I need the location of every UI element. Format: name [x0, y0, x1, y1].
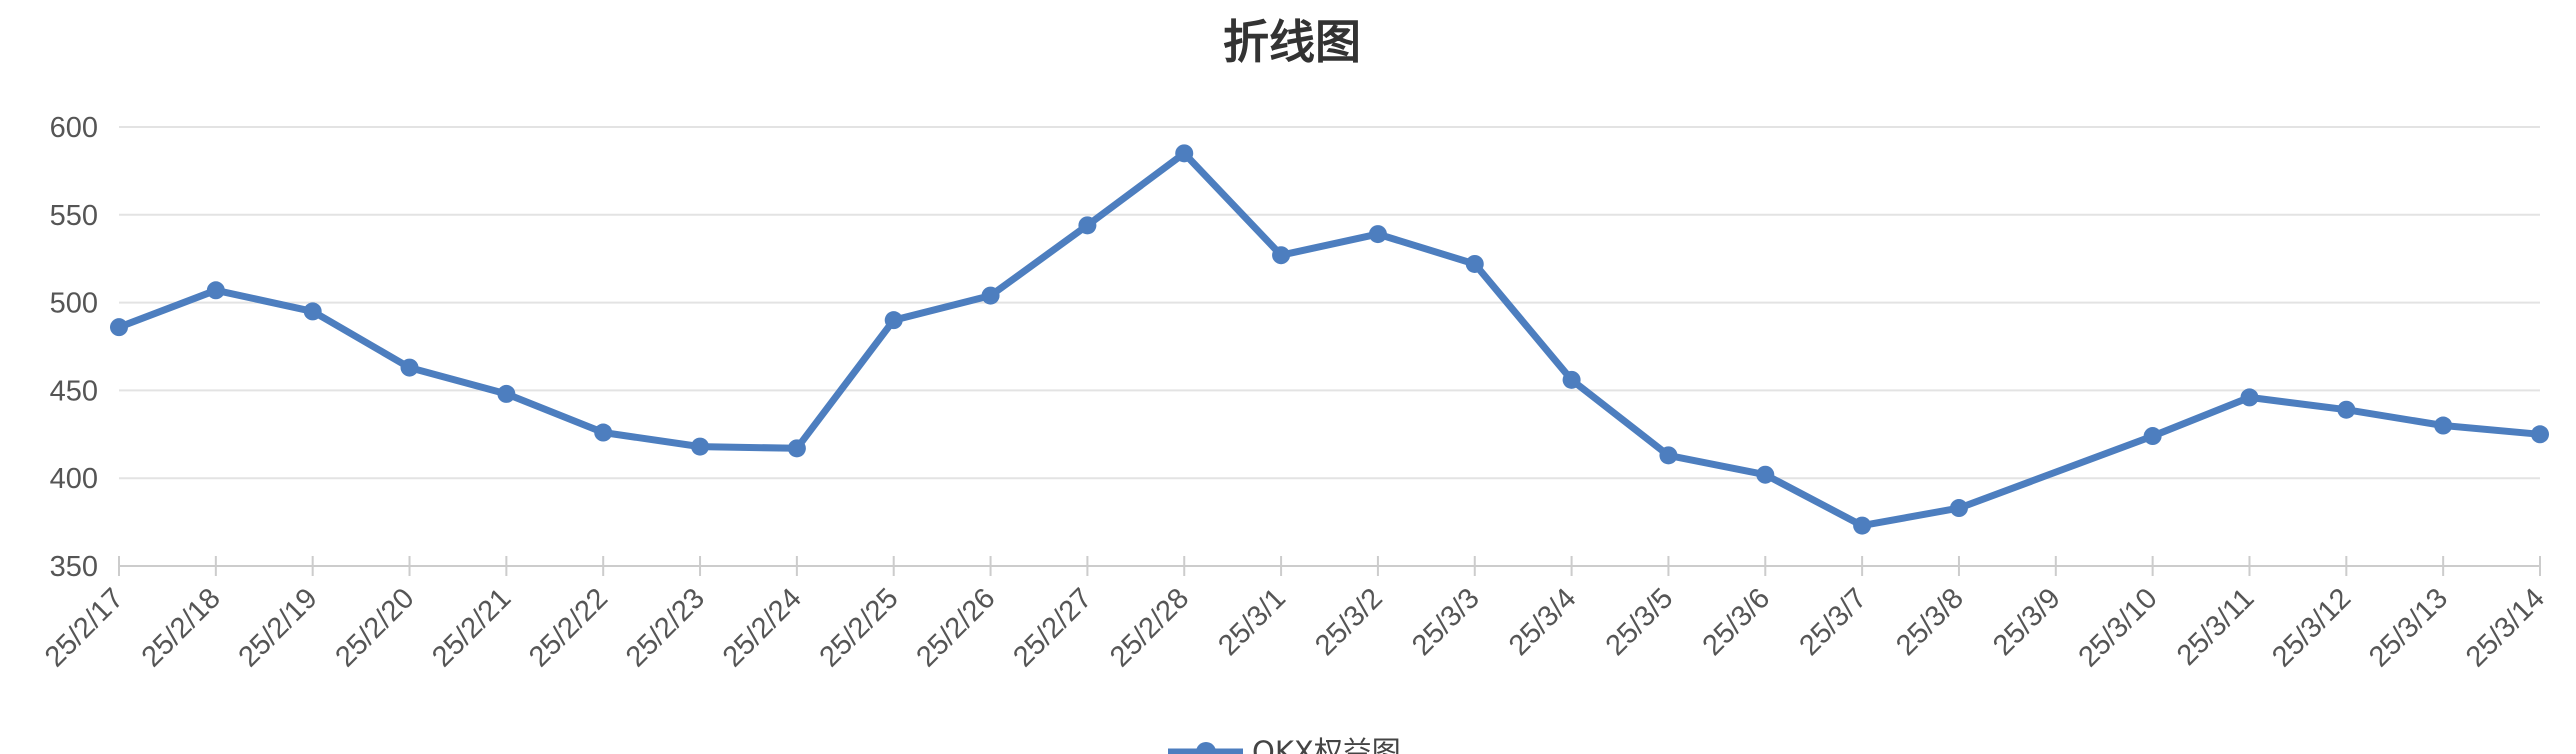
y-tick-label: 600: [50, 112, 98, 144]
x-tick-label: 25/3/8: [1890, 582, 1970, 662]
x-tick-label: 25/2/18: [136, 582, 227, 673]
x-tick-label: 25/3/5: [1600, 582, 1680, 662]
data-point[interactable]: [303, 302, 322, 321]
x-tick-label: 25/3/3: [1406, 582, 1486, 662]
x-tick-label: 25/2/23: [620, 582, 711, 673]
x-tick-label: 25/3/1: [1212, 582, 1292, 662]
data-point[interactable]: [981, 286, 1000, 305]
data-point[interactable]: [1175, 144, 1194, 163]
data-point[interactable]: [2143, 427, 2162, 446]
x-tick-label: 25/3/7: [1793, 582, 1873, 662]
data-point[interactable]: [1465, 254, 1484, 273]
x-tick-label: 25/2/19: [233, 582, 324, 673]
x-tick-label: 25/3/9: [1987, 582, 2067, 662]
y-tick-label: 500: [50, 288, 98, 320]
series-line: [115, 149, 2544, 530]
data-point[interactable]: [1853, 516, 1872, 535]
x-tick-label: 25/2/24: [717, 582, 808, 673]
gridlines: [119, 126, 2540, 567]
data-point[interactable]: [206, 281, 225, 300]
x-tick-label: 25/3/12: [2266, 582, 2357, 673]
x-tick-label: 25/2/27: [1007, 582, 1098, 673]
data-point[interactable]: [2337, 400, 2356, 419]
legend-swatch-marker: [1196, 742, 1216, 754]
x-tick-label: 25/3/2: [1309, 582, 1389, 662]
data-point[interactable]: [497, 384, 516, 403]
x-tick-label: 25/3/4: [1503, 582, 1583, 662]
y-tick-label: 350: [50, 551, 98, 583]
chart-title: 折线图: [1223, 15, 1361, 69]
data-point[interactable]: [2240, 388, 2259, 407]
x-tick-label: 25/3/10: [2073, 582, 2164, 673]
data-point[interactable]: [884, 311, 903, 330]
y-tick-label: 400: [50, 463, 98, 495]
data-point[interactable]: [787, 439, 806, 458]
x-tick-label: 25/2/26: [910, 582, 1001, 673]
x-tick-label: 25/3/13: [2363, 582, 2454, 673]
data-point[interactable]: [1368, 225, 1387, 244]
y-tick-label: 450: [50, 375, 98, 407]
data-point[interactable]: [110, 318, 128, 337]
data-point[interactable]: [1949, 499, 1968, 518]
data-point[interactable]: [2531, 425, 2549, 444]
x-tick-label: 25/2/25: [814, 582, 905, 673]
y-tick-label: 550: [50, 200, 98, 232]
data-point[interactable]: [1562, 370, 1581, 389]
data-point[interactable]: [1078, 216, 1097, 235]
data-point[interactable]: [691, 437, 710, 456]
legend[interactable]: OKX权益图: [1168, 735, 1401, 754]
legend-label: OKX权益图: [1252, 735, 1401, 754]
x-tick-label: 25/2/20: [329, 582, 420, 673]
x-tick-label: 25/3/11: [2171, 582, 2261, 672]
data-point[interactable]: [2434, 416, 2453, 435]
data-point[interactable]: [1659, 446, 1678, 465]
data-point[interactable]: [1756, 465, 1775, 484]
x-tick-label: 25/2/28: [1104, 582, 1195, 673]
data-point[interactable]: [1272, 246, 1291, 265]
data-point[interactable]: [594, 423, 613, 442]
x-tick-label: 25/3/14: [2460, 582, 2551, 673]
data-point[interactable]: [400, 358, 419, 377]
x-tick-label: 25/2/17: [39, 582, 130, 673]
x-tick-label: 25/3/6: [1697, 582, 1777, 662]
x-tick-label: 25/2/21: [426, 582, 517, 673]
series-layer: [110, 144, 2549, 535]
x-tick-label: 25/2/22: [523, 582, 614, 673]
